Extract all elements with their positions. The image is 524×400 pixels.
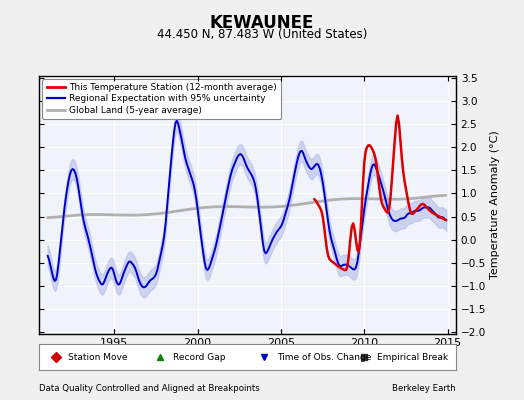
Legend: This Temperature Station (12-month average), Regional Expectation with 95% uncer: This Temperature Station (12-month avera… [42,79,281,119]
Text: Empirical Break: Empirical Break [377,352,448,362]
Text: Record Gap: Record Gap [172,352,225,362]
Text: Data Quality Controlled and Aligned at Breakpoints: Data Quality Controlled and Aligned at B… [39,384,260,393]
Y-axis label: Temperature Anomaly (°C): Temperature Anomaly (°C) [490,131,500,279]
Text: Station Move: Station Move [69,352,128,362]
Text: Time of Obs. Change: Time of Obs. Change [277,352,371,362]
Text: Berkeley Earth: Berkeley Earth [392,384,456,393]
Text: KEWAUNEE: KEWAUNEE [210,14,314,32]
Text: 44.450 N, 87.483 W (United States): 44.450 N, 87.483 W (United States) [157,28,367,41]
